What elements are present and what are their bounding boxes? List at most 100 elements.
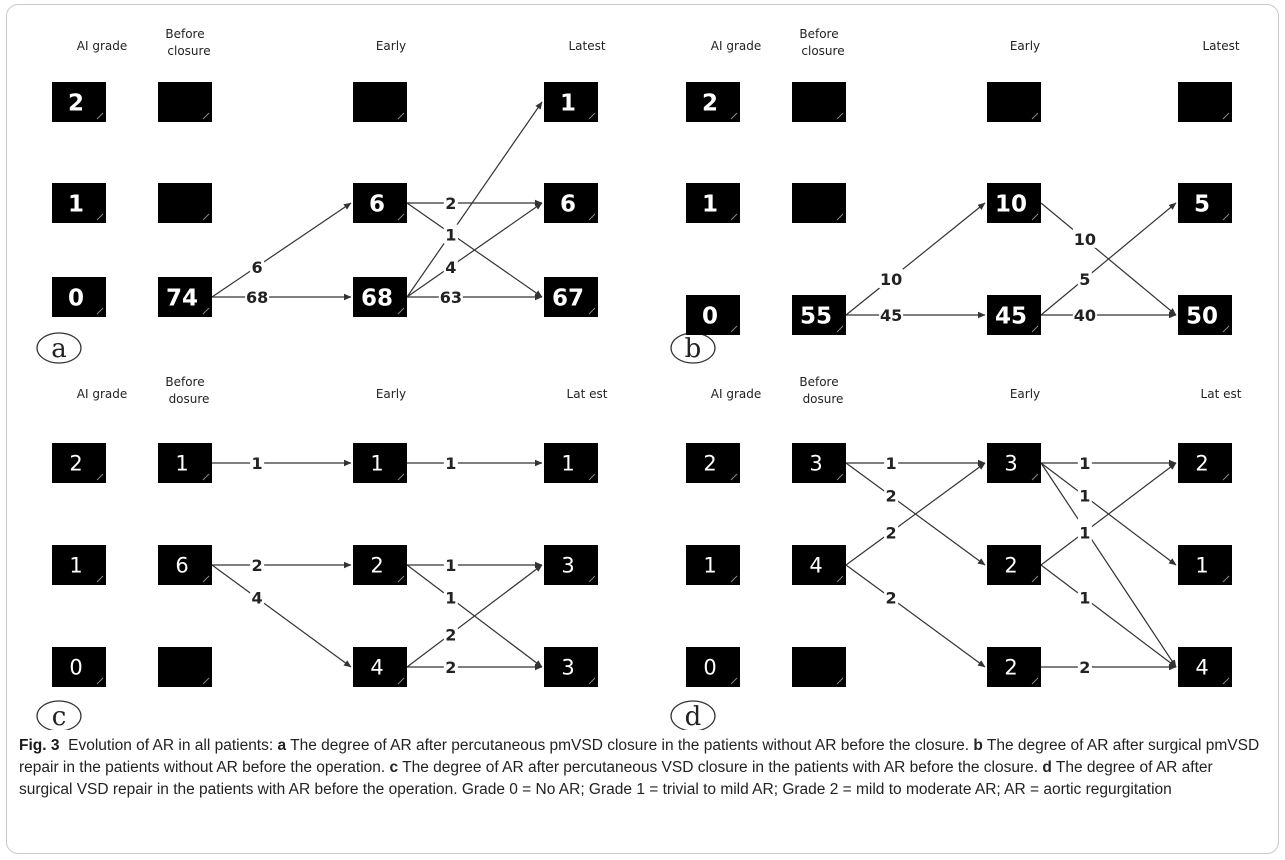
svg-text:2: 2 — [1195, 452, 1208, 476]
svg-text:68: 68 — [361, 285, 393, 311]
caption-intro: Evolution of AR in all patients: — [68, 737, 274, 754]
svg-text:10: 10 — [995, 191, 1027, 217]
flow-early-0-to-latest-1: 4 — [406, 202, 543, 298]
svg-text:2: 2 — [370, 554, 383, 578]
latest-box-row-1: 6 — [544, 183, 598, 223]
svg-text:5: 5 — [1194, 191, 1210, 217]
flow-diagram: AI grade Before closure Early Latest a 6 68 2 4 1 4… — [36, 27, 1242, 730]
caption-d-text: The degree of AR after surgical VSD repa… — [19, 759, 1213, 798]
header-before-closure-line2: closure — [167, 44, 210, 58]
early-box-row-0 — [353, 82, 407, 122]
flow-label: 2 — [886, 523, 897, 542]
flow-label: 5 — [1079, 270, 1090, 289]
flow-before-0-to-early-0: 45 — [846, 305, 986, 325]
svg-text:1: 1 — [702, 191, 718, 217]
flow-label: 1 — [445, 589, 456, 608]
flow-label: 1 — [1079, 523, 1090, 542]
header-latest: Latest — [1202, 39, 1239, 53]
before-box-row-2: 55 — [792, 295, 846, 335]
header-latest: Lat est — [1201, 387, 1242, 401]
caption-a-letter: a — [277, 737, 287, 754]
svg-text:4: 4 — [809, 554, 822, 578]
svg-text:74: 74 — [166, 285, 198, 311]
flow-label: 1 — [445, 454, 456, 473]
ai-grade-box-0: 0 — [52, 647, 106, 687]
panel-letter-d: d — [670, 700, 716, 730]
flow-before-1-to-early-1: 2 — [212, 555, 352, 575]
svg-text:1: 1 — [69, 554, 82, 578]
caption-d-letter: d — [1042, 759, 1052, 776]
before-box-row-2 — [158, 647, 212, 687]
panel-d: AI grade Before dosure Early Lat est d 1 2 2 2 1 1 1… — [670, 375, 1242, 730]
latest-box-row-1: 1 — [1178, 545, 1232, 585]
svg-text:0: 0 — [69, 656, 82, 680]
flow-before-1-to-early-0: 2 — [845, 564, 986, 668]
ai-grade-box-2: 2 — [52, 443, 106, 483]
svg-text:6: 6 — [369, 191, 385, 217]
ai-grade-box-1: 1 — [52, 545, 106, 585]
flow-label: 6 — [252, 258, 263, 277]
svg-text:2: 2 — [1004, 554, 1017, 578]
panel-c: AI grade Before dosure Early Lat est c 1 1 2 4 1 1 2… — [36, 375, 608, 730]
flow-label: 68 — [246, 288, 268, 307]
flow-label: 1 — [445, 226, 456, 245]
header-ai-grade: AI grade — [711, 387, 761, 401]
ai-grade-box-0: 0 — [52, 277, 106, 317]
flow-early-0-to-latest-0: 2 — [1041, 657, 1177, 677]
early-box-row-2: 2 — [987, 647, 1041, 687]
flow-before-0-to-early-0: 68 — [212, 287, 352, 307]
early-box-row-2: 4 — [353, 647, 407, 687]
svg-text:67: 67 — [552, 285, 584, 311]
ai-grade-box-1: 1 — [52, 183, 106, 223]
header-early: Early — [376, 39, 406, 53]
early-box-row-0: 1 — [353, 443, 407, 483]
caption-b-letter: b — [973, 737, 983, 754]
svg-text:50: 50 — [1186, 303, 1218, 329]
ai-grade-box-1: 1 — [686, 183, 740, 223]
flow-label: 4 — [445, 258, 456, 277]
ai-grade-box-0: 0 — [686, 295, 740, 335]
before-box-row-0: 1 — [158, 443, 212, 483]
flow-early-1-to-latest-2: 1 — [1040, 462, 1177, 566]
header-ai-grade: AI grade — [77, 39, 127, 53]
before-box-row-0 — [792, 82, 846, 122]
early-box-row-1: 2 — [987, 545, 1041, 585]
flow-early-2-to-latest-0: 1 — [1040, 462, 1177, 668]
ai-grade-box-2: 2 — [686, 82, 740, 122]
svg-text:3: 3 — [561, 554, 574, 578]
header-before-closure-line1: Before — [165, 375, 204, 389]
before-box-row-1 — [792, 183, 846, 223]
flow-early-0-to-latest-0: 63 — [407, 287, 543, 307]
ai-grade-box-2: 2 — [686, 443, 740, 483]
header-before-closure-line1: Before — [799, 27, 838, 41]
early-box-row-2: 45 — [987, 295, 1041, 335]
caption-c-letter: c — [389, 759, 399, 776]
flow-early-1-to-latest-1: 2 — [407, 193, 543, 213]
header-latest: Latest — [568, 39, 605, 53]
flow-label: 4 — [252, 589, 263, 608]
flow-early-2-to-latest-2: 1 — [407, 453, 543, 473]
header-ai-grade: AI grade — [711, 39, 761, 53]
early-box-row-0: 3 — [987, 443, 1041, 483]
header-before-closure-line1: Before — [165, 27, 204, 41]
latest-box-row-0 — [1178, 82, 1232, 122]
flow-label: 2 — [886, 589, 897, 608]
svg-text:d: d — [685, 702, 702, 730]
before-box-row-1: 4 — [792, 545, 846, 585]
header-before-closure-line1: Before — [799, 375, 838, 389]
ai-grade-box-0: 0 — [686, 647, 740, 687]
svg-text:45: 45 — [995, 303, 1027, 329]
panel-letter-c: c — [36, 700, 82, 730]
svg-text:1: 1 — [370, 452, 383, 476]
svg-text:3: 3 — [561, 656, 574, 680]
flow-label: 1 — [1079, 589, 1090, 608]
flow-label: 2 — [445, 658, 456, 677]
before-box-row-0: 3 — [792, 443, 846, 483]
flow-before-2-to-early-2: 1 — [846, 453, 986, 473]
flow-before-2-to-early-2: 1 — [212, 453, 352, 473]
flow-before-1-to-early-0: 4 — [211, 564, 352, 668]
header-ai-grade: AI grade — [77, 387, 127, 401]
header-early: Early — [1010, 387, 1040, 401]
before-box-row-2 — [792, 647, 846, 687]
